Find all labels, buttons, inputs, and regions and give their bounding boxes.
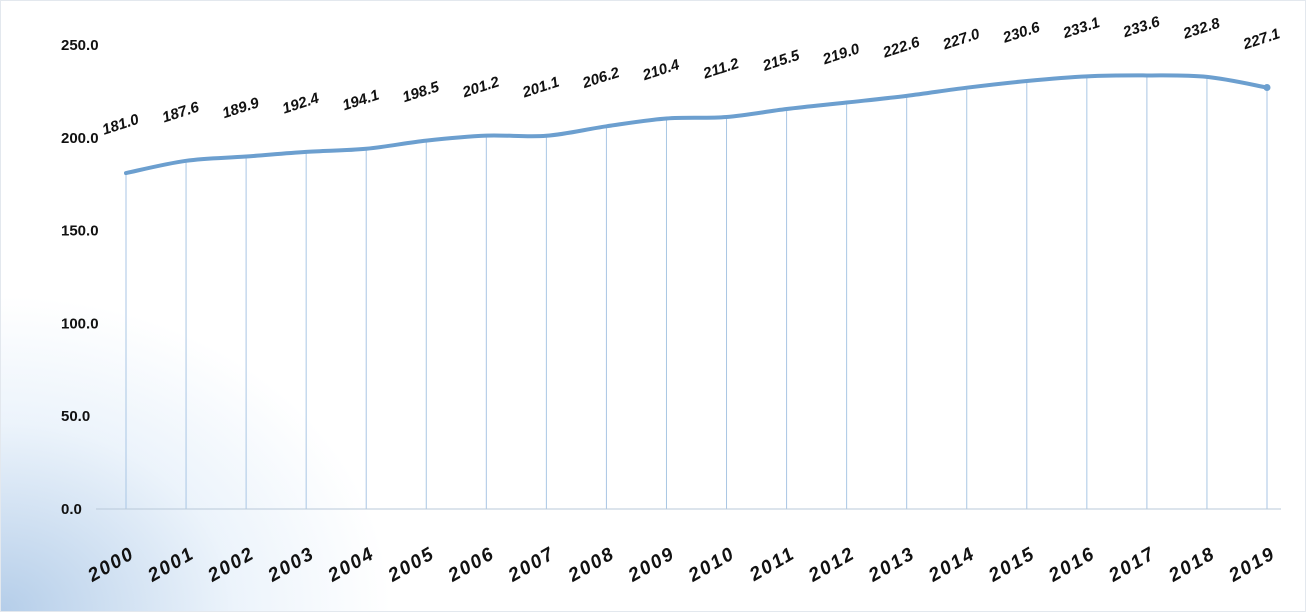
x-tick-label: 2001 <box>144 543 199 587</box>
data-label: 222.6 <box>880 33 923 61</box>
data-label: 201.2 <box>459 73 502 101</box>
x-tick-label: 2014 <box>924 543 979 587</box>
data-label: 215.5 <box>760 47 803 75</box>
x-tick-label: 2004 <box>324 543 379 587</box>
x-tick-label: 2002 <box>204 543 259 587</box>
data-label: 227.0 <box>940 25 983 53</box>
x-tick-label: 2005 <box>384 543 439 587</box>
data-label: 189.9 <box>220 94 262 122</box>
x-tick-label: 2010 <box>684 543 739 587</box>
x-tick-label: 2018 <box>1165 543 1220 587</box>
x-tick-label: 2003 <box>264 543 319 587</box>
x-tick-label: 2019 <box>1225 543 1280 587</box>
y-tick-label: 150.0 <box>61 223 99 240</box>
x-tick-label: 2016 <box>1044 543 1099 587</box>
data-label: 201.1 <box>520 74 562 102</box>
data-label: 227.1 <box>1240 25 1282 53</box>
x-tick-label: 2017 <box>1104 543 1159 587</box>
x-axis: 2000 2001 2002 2003 2004 2005 2006 2007 2008 2009… <box>84 543 1280 587</box>
y-tick-label: 100.0 <box>61 315 99 332</box>
data-label: 233.1 <box>1060 14 1102 42</box>
data-label: 219.0 <box>820 40 863 68</box>
y-tick-label: 0.0 <box>61 501 82 518</box>
data-label: 192.4 <box>280 90 322 118</box>
y-tick-label: 200.0 <box>61 130 99 147</box>
x-tick-label: 2015 <box>984 543 1039 587</box>
series-end-point <box>1263 84 1271 92</box>
y-axis: 0.0 50.0 100.0 150.0 200.0 250.0 <box>61 37 99 518</box>
data-label: 230.6 <box>1000 19 1043 47</box>
x-tick-label: 2012 <box>804 543 859 587</box>
data-label: 194.1 <box>340 87 381 115</box>
data-label: 232.8 <box>1180 15 1223 43</box>
x-tick-label: 2011 <box>745 543 799 586</box>
drop-lines <box>125 75 1268 509</box>
x-tick-label: 2000 <box>84 543 139 587</box>
series-line <box>124 73 1269 176</box>
data-label: 233.6 <box>1120 13 1163 41</box>
y-tick-label: 50.0 <box>61 408 90 425</box>
data-label: 206.2 <box>580 64 623 92</box>
data-label: 198.5 <box>400 78 442 106</box>
y-tick-label: 250.0 <box>61 37 99 54</box>
x-tick-label: 2008 <box>564 543 619 587</box>
x-tick-label: 2006 <box>444 543 499 587</box>
data-label: 211.2 <box>700 55 741 83</box>
data-label: 210.4 <box>640 56 683 84</box>
series-layer <box>124 73 1271 176</box>
x-tick-label: 2009 <box>624 543 679 587</box>
x-tick-label: 2007 <box>504 543 559 587</box>
data-label: 187.6 <box>160 98 202 126</box>
data-label: 181.0 <box>100 111 142 139</box>
x-tick-label: 2013 <box>864 543 919 587</box>
